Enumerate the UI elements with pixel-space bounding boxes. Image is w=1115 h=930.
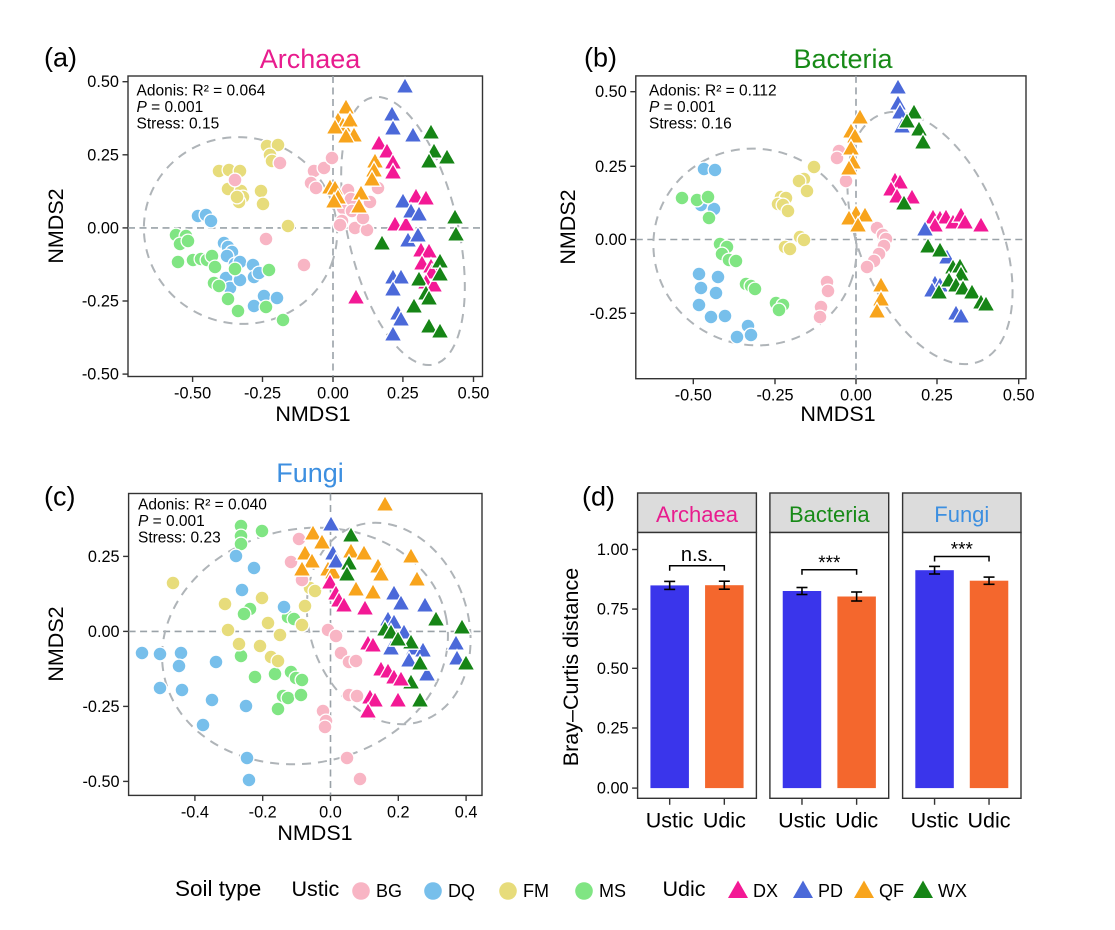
svg-text:P = 0.001: P = 0.001 [649, 99, 716, 116]
svg-text:-0.50: -0.50 [82, 366, 119, 384]
svg-text:0.00: 0.00 [88, 623, 120, 641]
svg-text:DQ: DQ [448, 881, 475, 901]
svg-text:0.00: 0.00 [87, 219, 119, 237]
svg-text:P = 0.001: P = 0.001 [138, 513, 205, 530]
svg-text:-0.25: -0.25 [590, 305, 627, 323]
svg-text:(d): (d) [582, 482, 615, 512]
svg-text:MS: MS [599, 881, 626, 901]
svg-text:Stress: 0.16: Stress: 0.16 [649, 116, 732, 133]
svg-text:BG: BG [376, 881, 402, 901]
svg-text:Udic: Udic [968, 809, 1011, 833]
svg-text:WX: WX [938, 881, 967, 901]
svg-text:0.75: 0.75 [597, 601, 629, 619]
svg-text:PD: PD [818, 881, 843, 901]
svg-text:Adonis: R² = 0.064: Adonis: R² = 0.064 [137, 83, 266, 100]
svg-text:Bacteria: Bacteria [793, 44, 893, 74]
svg-text:(c): (c) [44, 482, 75, 512]
svg-text:0.00: 0.00 [840, 387, 872, 405]
svg-text:-0.4: -0.4 [181, 803, 209, 821]
svg-text:0.4: 0.4 [455, 803, 478, 821]
svg-text:Bacteria: Bacteria [789, 502, 870, 527]
svg-text:(b): (b) [584, 43, 617, 73]
svg-text:-0.2: -0.2 [249, 803, 277, 821]
svg-text:0.25: 0.25 [595, 158, 627, 176]
svg-text:FM: FM [523, 881, 549, 901]
svg-text:Adonis: R² = 0.112: Adonis: R² = 0.112 [649, 83, 777, 100]
svg-text:n.s.: n.s. [681, 544, 713, 566]
svg-text:Archaea: Archaea [260, 44, 362, 74]
svg-text:***: *** [951, 540, 974, 561]
svg-text:0.0: 0.0 [319, 803, 342, 821]
svg-text:-0.25: -0.25 [82, 698, 119, 716]
svg-text:-0.25: -0.25 [244, 385, 281, 403]
svg-text:0.25: 0.25 [387, 385, 419, 403]
svg-text:0.25: 0.25 [921, 387, 953, 405]
svg-text:0.50: 0.50 [1003, 387, 1035, 405]
svg-text:QF: QF [879, 881, 904, 901]
svg-text:NMDS1: NMDS1 [800, 402, 875, 426]
svg-text:NMDS2: NMDS2 [44, 606, 68, 681]
svg-text:P = 0.001: P = 0.001 [137, 99, 204, 116]
svg-text:0.00: 0.00 [317, 385, 349, 403]
svg-text:Fungi: Fungi [276, 458, 344, 488]
svg-text:NMDS2: NMDS2 [556, 189, 580, 264]
svg-text:-0.25: -0.25 [82, 293, 119, 311]
svg-text:Udic: Udic [663, 877, 706, 901]
svg-text:NMDS1: NMDS1 [277, 821, 352, 845]
svg-text:Ustic: Ustic [778, 809, 826, 833]
svg-text:Bray–Curtis distance: Bray–Curtis distance [559, 568, 583, 766]
svg-text:NMDS1: NMDS1 [275, 402, 350, 426]
svg-text:-0.50: -0.50 [174, 385, 211, 403]
svg-text:DX: DX [753, 881, 778, 901]
svg-text:0.2: 0.2 [387, 803, 410, 821]
svg-text:0.25: 0.25 [88, 548, 120, 566]
svg-text:Ustic: Ustic [911, 809, 959, 833]
svg-text:0.25: 0.25 [87, 146, 119, 164]
svg-text:Udic: Udic [703, 809, 746, 833]
svg-text:0.50: 0.50 [87, 73, 119, 91]
svg-text:Udic: Udic [835, 809, 878, 833]
svg-text:(a): (a) [44, 43, 77, 73]
svg-text:0.50: 0.50 [595, 83, 627, 101]
svg-text:0.50: 0.50 [597, 660, 629, 678]
svg-text:-0.50: -0.50 [82, 773, 119, 791]
svg-text:-0.50: -0.50 [675, 387, 712, 405]
svg-text:Stress: 0.15: Stress: 0.15 [137, 116, 220, 133]
svg-text:Fungi: Fungi [934, 502, 989, 527]
svg-text:0.00: 0.00 [597, 780, 629, 798]
svg-text:Ustic: Ustic [292, 877, 340, 901]
svg-text:***: *** [818, 553, 841, 574]
svg-text:0.50: 0.50 [458, 385, 490, 403]
svg-text:Stress: 0.23: Stress: 0.23 [138, 530, 221, 547]
svg-text:NMDS2: NMDS2 [44, 188, 68, 263]
svg-text:Archaea: Archaea [656, 502, 739, 527]
svg-text:Adonis: R² = 0.040: Adonis: R² = 0.040 [138, 497, 267, 514]
svg-text:-0.25: -0.25 [756, 387, 793, 405]
svg-text:0.25: 0.25 [597, 720, 629, 738]
svg-text:1.00: 1.00 [597, 541, 629, 559]
svg-text:Ustic: Ustic [646, 809, 694, 833]
svg-text:0.00: 0.00 [595, 231, 627, 249]
svg-text:Soil type: Soil type [175, 876, 261, 901]
